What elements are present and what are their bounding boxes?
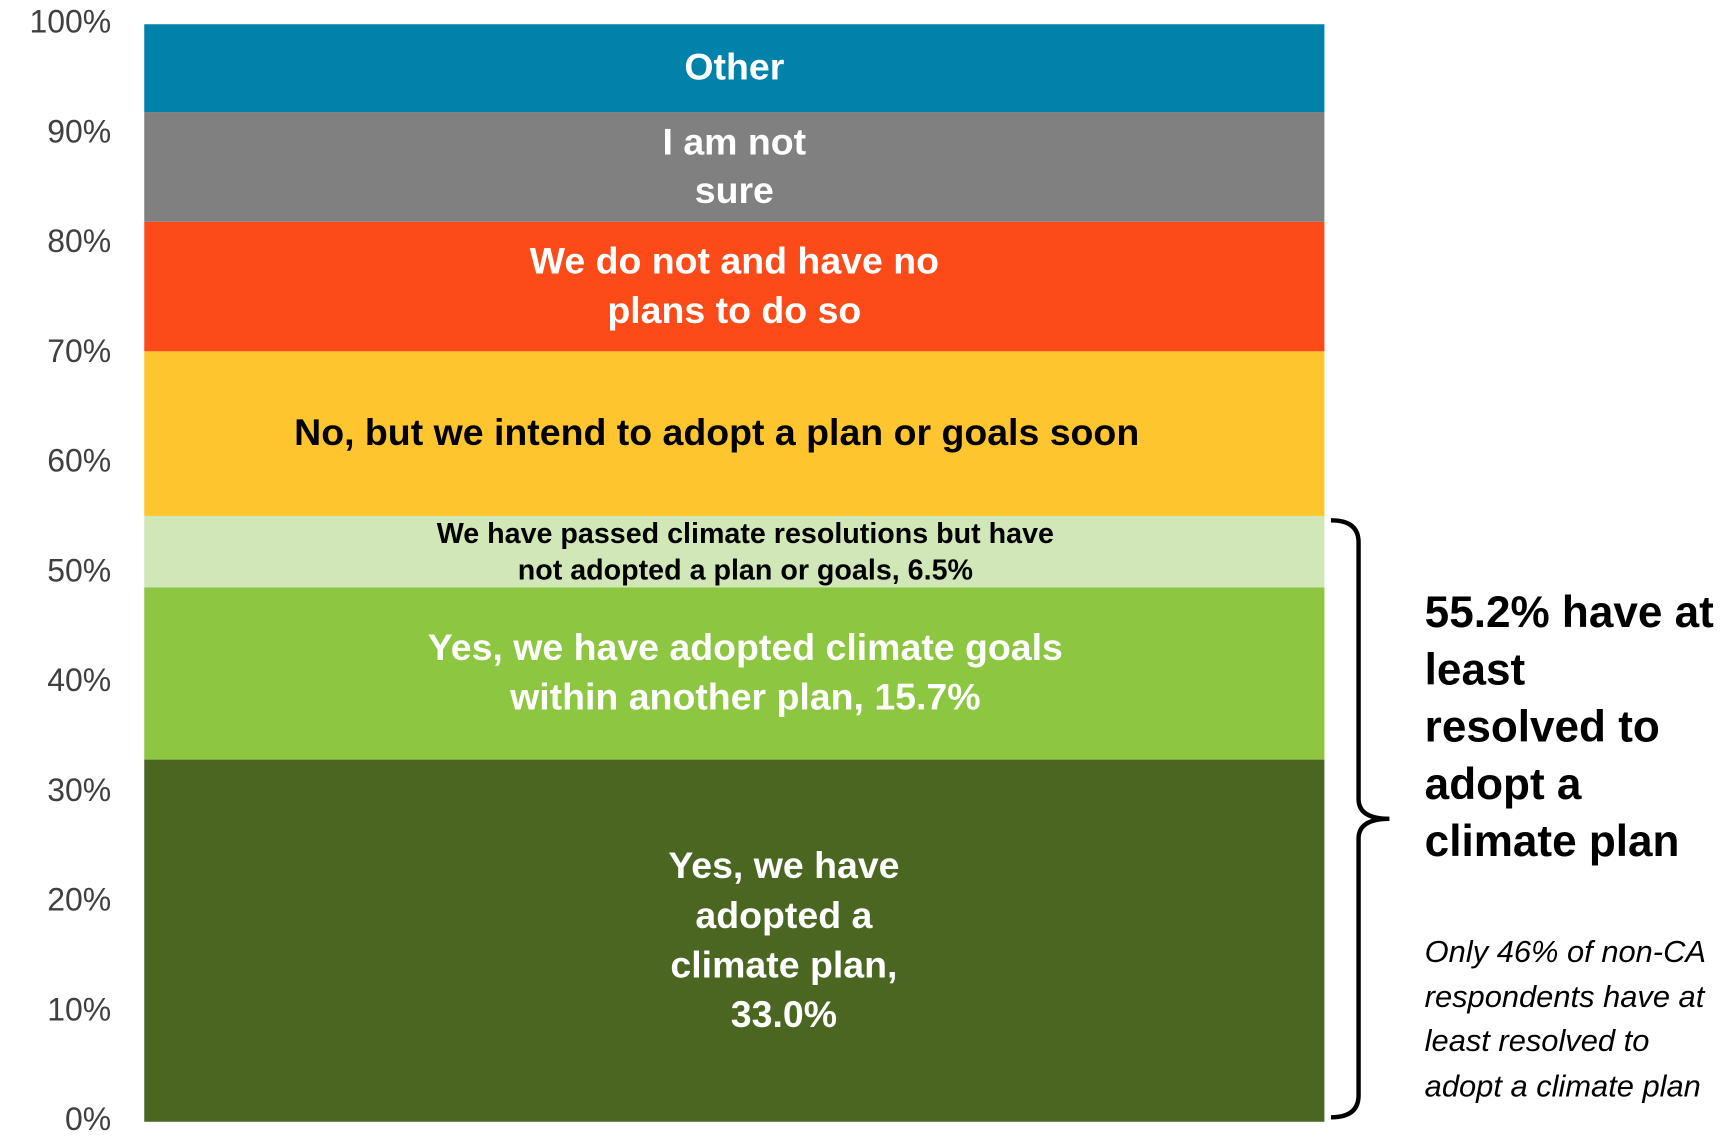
segment-label-wrap: Other	[459, 24, 1010, 112]
annotation-note-box: Only 46% of non-CA respondents have at l…	[1425, 930, 1720, 1109]
y-tick-label: 50%	[47, 552, 111, 588]
segment-label-wrap: We do not and have no plans to do so	[514, 222, 955, 351]
annotation-main: 55.2% have at least resolved to adopt a …	[1424, 588, 1714, 867]
bar-segment	[144, 112, 1325, 222]
segment-label-wrap: Yes, we have adopted a climate plan, 33.…	[635, 760, 933, 1122]
annotation-main-box: 55.2% have at least resolved to adopt a …	[1425, 584, 1717, 871]
segment-label-box: No, but we intend to adopt a plan or goa…	[166, 351, 1268, 516]
segment-label: Other	[684, 46, 785, 89]
segment-label-box: I am not sure	[630, 112, 839, 222]
annotation-note-wrap: Only 46% of non-CA respondents have at l…	[1425, 930, 1720, 1109]
segment-label: We have passed climate resolutions but h…	[436, 516, 1054, 586]
y-tick-label: 100%	[30, 4, 112, 40]
segment-label: We do not and have no plans to do so	[529, 240, 940, 332]
bracket	[1330, 518, 1390, 1120]
bar-segment	[144, 221, 1325, 352]
segment-label: Yes, we have adopted climate goals withi…	[427, 627, 1063, 719]
segment-label-box: Yes, we have adopted climate goals withi…	[393, 587, 1098, 759]
segment-label-wrap: We have passed climate resolutions but h…	[415, 516, 1076, 587]
segment-label-box: Other	[459, 24, 1010, 112]
bar-segment	[144, 587, 1325, 760]
y-tick-label: 90%	[47, 113, 111, 149]
annotation-main-wrap: 55.2% have at least resolved to adopt a …	[1425, 584, 1717, 871]
segment-label-wrap: I am not sure	[630, 112, 839, 222]
segment-label: No, but we intend to adopt a plan or goa…	[294, 412, 1140, 455]
y-tick-label: 0%	[65, 1101, 111, 1137]
segment-label-box: We have passed climate resolutions but h…	[415, 516, 1076, 587]
bar-segment	[144, 351, 1325, 516]
y-tick-label: 70%	[47, 333, 111, 369]
bar-segment	[144, 24, 1325, 113]
segment-label-wrap: No, but we intend to adopt a plan or goa…	[166, 351, 1268, 516]
bar-segment	[144, 515, 1325, 588]
y-tick-label: 40%	[47, 662, 111, 698]
segment-label: I am not sure	[662, 120, 807, 213]
segment-label-box: Yes, we have adopted a climate plan, 33.…	[635, 760, 933, 1122]
y-tick-label: 10%	[47, 991, 111, 1027]
segment-label-wrap: Yes, we have adopted climate goals withi…	[393, 587, 1098, 759]
y-tick-label: 30%	[47, 772, 111, 808]
segment-label: Yes, we have adopted a climate plan, 33.…	[668, 845, 900, 1036]
y-tick-label: 80%	[47, 223, 111, 259]
y-tick-label: 20%	[47, 882, 111, 918]
bar-segment	[144, 759, 1325, 1122]
annotation-note: Only 46% of non-CA respondents have at l…	[1424, 934, 1705, 1103]
y-tick-label: 60%	[47, 443, 111, 479]
segment-label-box: We do not and have no plans to do so	[514, 222, 955, 351]
